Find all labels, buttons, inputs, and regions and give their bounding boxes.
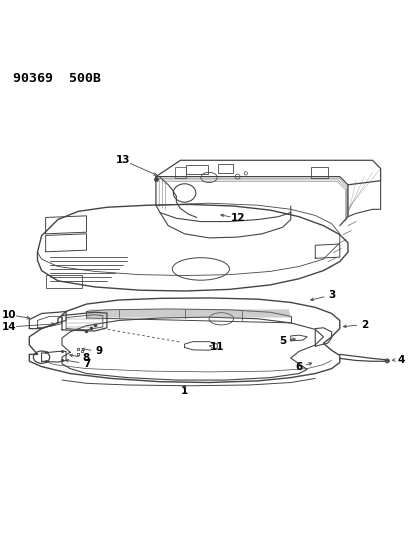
Text: 12: 12 [230, 213, 244, 223]
Text: 6: 6 [294, 362, 302, 372]
Bar [311, 167, 327, 178]
Text: 3: 3 [327, 290, 335, 300]
Text: 2: 2 [360, 319, 367, 329]
Text: 5: 5 [278, 336, 285, 346]
Bar [217, 164, 233, 173]
Text: 10: 10 [2, 310, 16, 320]
Text: 8: 8 [83, 353, 90, 363]
Bar [175, 167, 185, 177]
Text: 1: 1 [180, 386, 188, 396]
Bar [185, 165, 207, 174]
Text: 90369  500B: 90369 500B [13, 72, 101, 85]
Text: 7: 7 [83, 359, 90, 369]
Text: 4: 4 [396, 354, 404, 365]
Bar [45, 276, 82, 288]
Text: 11: 11 [209, 342, 224, 352]
Text: 9: 9 [95, 346, 102, 357]
Text: 14: 14 [2, 322, 16, 332]
Text: 13: 13 [116, 155, 130, 165]
